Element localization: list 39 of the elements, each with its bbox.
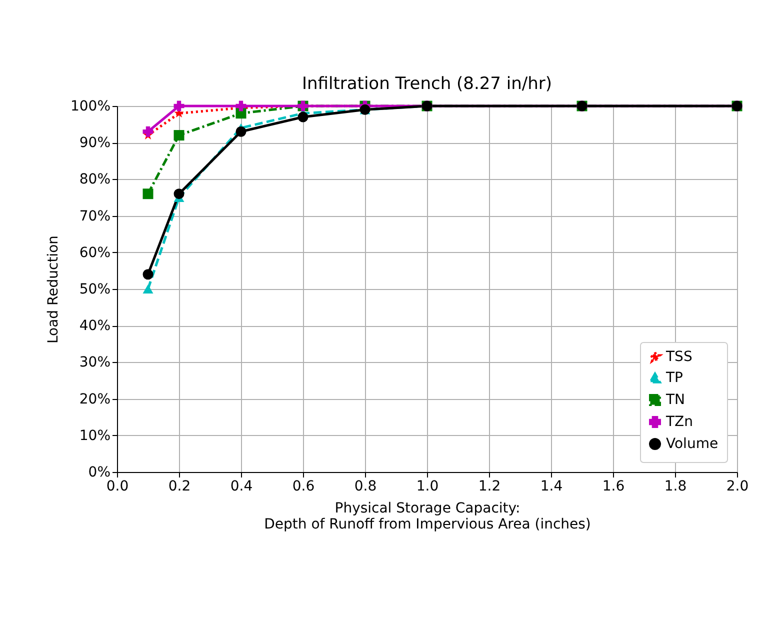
y-tick-label: 100%: [70, 98, 110, 114]
legend-label: Volume: [666, 436, 718, 452]
x-tick-label: 2.0: [726, 478, 749, 494]
point: [298, 112, 308, 122]
x-tick-label: 1.4: [540, 478, 563, 494]
y-tick-label: 40%: [79, 318, 110, 334]
y-tick-label: 50%: [79, 282, 110, 298]
point: [174, 100, 184, 112]
y-tick-label: 80%: [79, 172, 110, 188]
point: [142, 188, 154, 200]
x-tick-label: 0.6: [292, 478, 315, 494]
x-tick-label: 1.0: [416, 478, 439, 494]
y-tick-label: 20%: [79, 391, 110, 408]
y-axis-title: Load Reduction: [45, 235, 62, 344]
point: [142, 269, 154, 280]
x-tick-label: 0.2: [168, 478, 191, 494]
y-tick-label: 70%: [79, 208, 110, 224]
y-tick-label: 10%: [79, 428, 110, 444]
point: [174, 130, 184, 141]
x-tick-label: 0.4: [230, 478, 253, 494]
chart-title: Infiltration Trench (8.27 in/hr): [302, 74, 552, 94]
x-tick-label: 1.8: [664, 478, 687, 494]
x-tick-label: 0.0: [106, 478, 129, 494]
y-tick-label: 0%: [88, 464, 110, 480]
x-tick-label: 0.8: [354, 478, 377, 494]
y-tick-label: 60%: [79, 244, 110, 261]
point: [174, 188, 184, 200]
point: [236, 126, 246, 137]
y-tick-label: 30%: [79, 354, 110, 371]
legend-label: TZn: [665, 414, 694, 430]
x-tick-label: 1.2: [478, 478, 501, 494]
point: [142, 284, 154, 294]
legend-label: TN: [665, 392, 686, 408]
x-tick-label: 1.6: [602, 478, 625, 494]
legend-label: TP: [665, 370, 683, 386]
point: [142, 126, 154, 137]
legend-label: TSS: [665, 349, 692, 365]
x-axis-title: Physical Storage Capacity: Depth of Runoff from Impervious Area (inches): [264, 500, 591, 532]
y-tick-label: 90%: [79, 135, 110, 152]
